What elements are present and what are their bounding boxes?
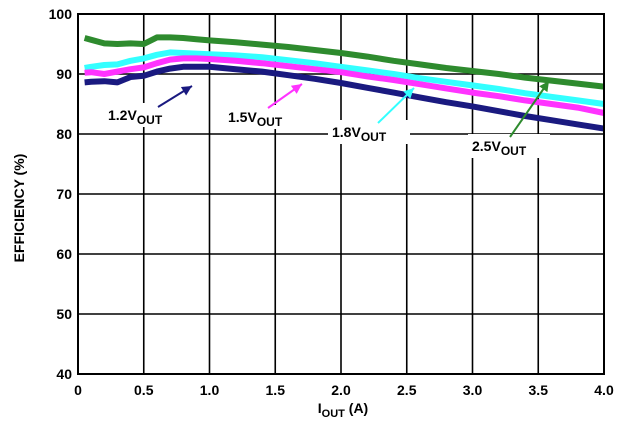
x-tick-label: 2.5 [397, 382, 417, 398]
x-axis-title: IOUT (A) [318, 400, 368, 420]
series-label-sub: OUT [501, 144, 527, 158]
x-tick-label: 3.0 [463, 382, 483, 398]
callout-1-5vout: 1.5VOUT [224, 83, 306, 129]
x-axis-title-suffix: (A) [345, 400, 368, 416]
series-line-1-5vout [84, 55, 605, 116]
y-tick-label: 80 [56, 126, 72, 142]
x-tick-label: 1.0 [200, 382, 220, 398]
y-tick-label: 70 [56, 186, 72, 202]
series-label: 1.8VOUT [332, 124, 387, 144]
x-axis-title-main: I [318, 400, 322, 416]
callout-backdrop [224, 105, 306, 129]
series-label-sub: OUT [361, 130, 387, 144]
y-tick-label: 40 [56, 366, 72, 382]
series-line-1-2vout [84, 63, 605, 132]
callout-arrow-line [509, 80, 550, 138]
callout-backdrop [104, 103, 186, 127]
series-label: 1.5VOUT [228, 109, 283, 129]
y-tick-label: 90 [56, 66, 72, 82]
callout-backdrop [468, 134, 550, 158]
x-tick-label: 4.0 [594, 382, 614, 398]
series-label-main: 1.8V [332, 124, 361, 140]
y-tick-label: 50 [56, 306, 72, 322]
series-label-main: 1.5V [228, 109, 257, 125]
plot-frame [77, 13, 605, 375]
x-axis-title-sub: OUT [322, 408, 346, 420]
callout-arrowhead [180, 86, 192, 96]
series-label-sub: OUT [137, 113, 163, 127]
callout-arrowhead [290, 84, 302, 94]
series-line-1-8vout [84, 49, 605, 107]
callout-backdrop [328, 120, 410, 144]
series-line-2-5vout [83, 34, 605, 90]
callout-1-2vout: 1.2VOUT [104, 85, 193, 127]
y-tick-label: 100 [49, 6, 73, 22]
callout-1-8vout: 1.8VOUT [328, 87, 415, 144]
x-tick-label: 0 [74, 382, 82, 398]
x-tick-label: 3.5 [529, 382, 549, 398]
x-tick-label: 0.5 [134, 382, 154, 398]
series-label-main: 1.2V [108, 107, 137, 123]
y-tick-labels: 40 50 60 70 80 90 100 [49, 6, 73, 382]
y-tick-label: 60 [56, 246, 72, 262]
series-label-sub: OUT [257, 115, 283, 129]
x-tick-labels: 0 0.5 1.0 1.5 2.0 2.5 3.0 3.5 4.0 [74, 382, 614, 398]
series-lines [83, 34, 605, 132]
callout-2-5vout: 2.5VOUT [468, 80, 550, 158]
x-tick-label: 1.5 [266, 382, 286, 398]
x-tick-label: 2.0 [331, 382, 351, 398]
y-axis-title: EFFICIENCY (%) [11, 154, 27, 263]
callout-arrowhead [403, 88, 414, 99]
series-label-main: 2.5V [472, 138, 501, 154]
callout-arrowhead [539, 81, 549, 93]
series-label: 1.2VOUT [108, 107, 163, 127]
series-label: 2.5VOUT [472, 138, 527, 158]
